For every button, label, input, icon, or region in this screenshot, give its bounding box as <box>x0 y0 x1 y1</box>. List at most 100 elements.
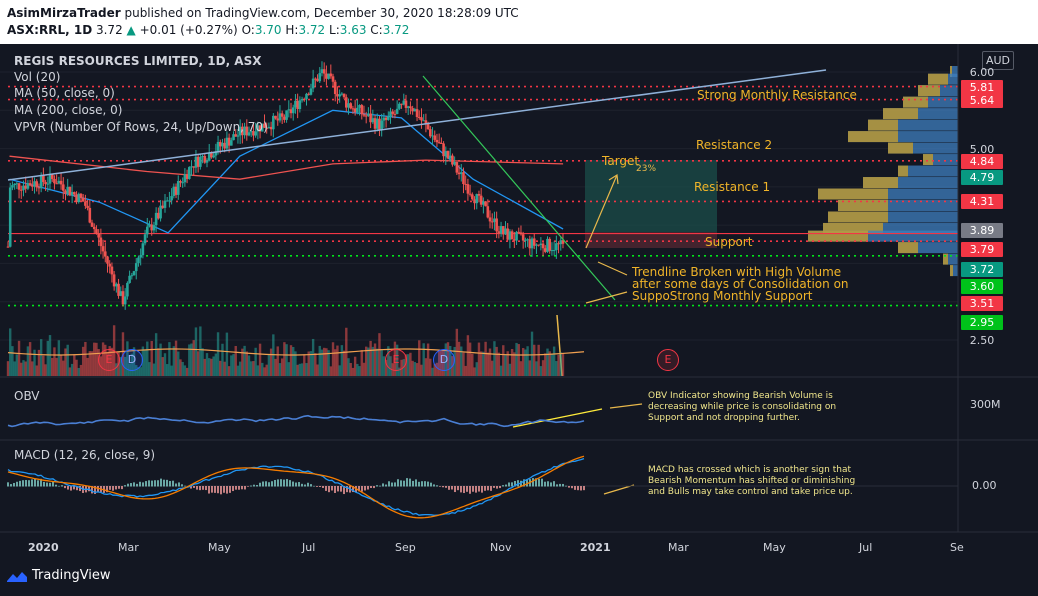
macd-histogram-bar <box>493 486 495 488</box>
macd-histogram-bar <box>373 486 375 489</box>
low-label: L: <box>329 23 340 37</box>
macd-histogram-bar <box>574 486 576 490</box>
candle-body <box>537 244 540 246</box>
dividend-badge[interactable]: D <box>121 349 143 371</box>
publisher-name[interactable]: AsimMirzaTrader <box>7 6 121 20</box>
macd-legend[interactable]: MACD (12, 26, close, 9) <box>14 448 156 462</box>
volume-bar <box>93 342 96 376</box>
published-text: published on TradingView.com, December 3… <box>124 6 519 20</box>
ma200-legend[interactable]: MA (200, close, 0) <box>14 103 123 117</box>
macd-histogram-bar <box>370 486 372 488</box>
ma50-legend[interactable]: MA (50, close, 0) <box>14 86 115 100</box>
tradingview-logo-icon <box>7 571 27 582</box>
macd-histogram-bar <box>202 486 204 490</box>
volume-bar <box>227 366 231 376</box>
obv-series[interactable] <box>7 414 585 428</box>
candle-body <box>39 175 43 189</box>
macd-histogram-bar <box>175 483 177 487</box>
candle-body <box>148 224 151 227</box>
macd-line[interactable] <box>7 457 585 516</box>
candle-body <box>61 184 65 191</box>
ma200-line[interactable] <box>9 155 564 180</box>
macd-histogram-bar <box>94 486 96 494</box>
volume-bar <box>150 340 153 376</box>
volume-bar <box>210 358 213 376</box>
candle-body <box>179 181 182 183</box>
macd-histogram-bar <box>193 486 195 488</box>
macd-axis-label: 0.00 <box>972 479 997 492</box>
profile-bar-down <box>848 131 898 143</box>
candle-body <box>90 222 94 227</box>
volume-bar <box>22 360 25 376</box>
candle-body <box>451 155 454 165</box>
tradingview-brand[interactable]: TradingView <box>6 568 111 588</box>
volume-bar <box>241 348 244 376</box>
volume-bar <box>413 362 417 376</box>
volume-bar <box>263 367 266 376</box>
volume-bar <box>15 354 19 376</box>
profile-bar-up <box>923 154 958 166</box>
chart-canvas[interactable] <box>0 44 1038 596</box>
macd-histogram-bar <box>199 486 201 491</box>
macd-histogram-bar <box>508 482 510 487</box>
macd-histogram-bar <box>112 486 114 491</box>
down-trendline <box>422 75 616 301</box>
macd-histogram-bar <box>469 486 471 494</box>
volume-bar <box>139 367 142 376</box>
volume-bar <box>64 348 67 376</box>
volume-bar <box>347 358 350 376</box>
profile-bar-down <box>808 230 868 242</box>
candle-body <box>413 109 417 112</box>
macd-histogram-bar <box>484 486 486 491</box>
volume-bar <box>172 346 176 376</box>
candle-body <box>488 217 492 222</box>
obv-legend[interactable]: OBV <box>14 389 40 403</box>
profile-bar-down <box>928 73 948 85</box>
macd-histogram-bar <box>400 480 402 487</box>
vol-legend[interactable]: Vol (20) <box>14 70 61 84</box>
obv-note-3: Support and not dropping further. <box>648 413 800 423</box>
macd-histogram-bar <box>142 482 144 487</box>
candle-body <box>44 182 47 185</box>
candle-body <box>373 118 377 129</box>
candle-body <box>117 283 120 296</box>
volume-bar <box>502 345 505 376</box>
signal-line[interactable] <box>7 455 585 519</box>
candle-body <box>254 131 257 136</box>
dividend-badge[interactable]: D <box>433 349 455 371</box>
candle-body <box>532 238 536 246</box>
volume-bar <box>371 346 375 376</box>
macd-histogram-bar <box>223 486 225 493</box>
candle-body <box>150 224 154 231</box>
macd-histogram-bar <box>475 486 477 493</box>
candle-body <box>493 218 496 222</box>
target-pct-label: 23% <box>636 164 657 174</box>
long-trendline <box>7 69 827 181</box>
vpvr-legend[interactable]: VPVR (Number Of Rows, 24, Up/Down, 70) <box>14 120 268 134</box>
macd-histogram-bar <box>379 485 381 487</box>
candle-body <box>380 120 383 131</box>
earnings-badge[interactable]: E <box>657 349 679 371</box>
macd-histogram-bar <box>502 485 504 487</box>
price-level-tag: 3.89 <box>961 223 1003 238</box>
macd-note-3: and Bulls may take control and take pric… <box>648 487 853 497</box>
macd-histogram-bar <box>418 481 420 487</box>
candle-body <box>435 139 439 143</box>
volume-bar <box>148 362 151 376</box>
stop-zone <box>585 232 717 248</box>
volume-bar <box>278 363 282 376</box>
macd-histogram-bar <box>340 486 342 492</box>
month-label: Jul <box>859 541 873 554</box>
volume-bar <box>232 354 235 376</box>
candle-body <box>550 250 554 252</box>
chart-title[interactable]: REGIS RESOURCES LIMITED, 1D, ASX <box>14 54 262 68</box>
volume-bar <box>75 359 78 376</box>
volume-bar <box>84 341 87 376</box>
earnings-badge[interactable]: E <box>385 349 407 371</box>
volume-bar <box>546 348 549 376</box>
macd-histogram-bar <box>553 481 555 487</box>
earnings-badge[interactable]: E <box>98 349 120 371</box>
volume-bar <box>364 346 368 376</box>
candle-body <box>73 192 76 195</box>
currency-button[interactable]: AUD <box>982 51 1014 70</box>
